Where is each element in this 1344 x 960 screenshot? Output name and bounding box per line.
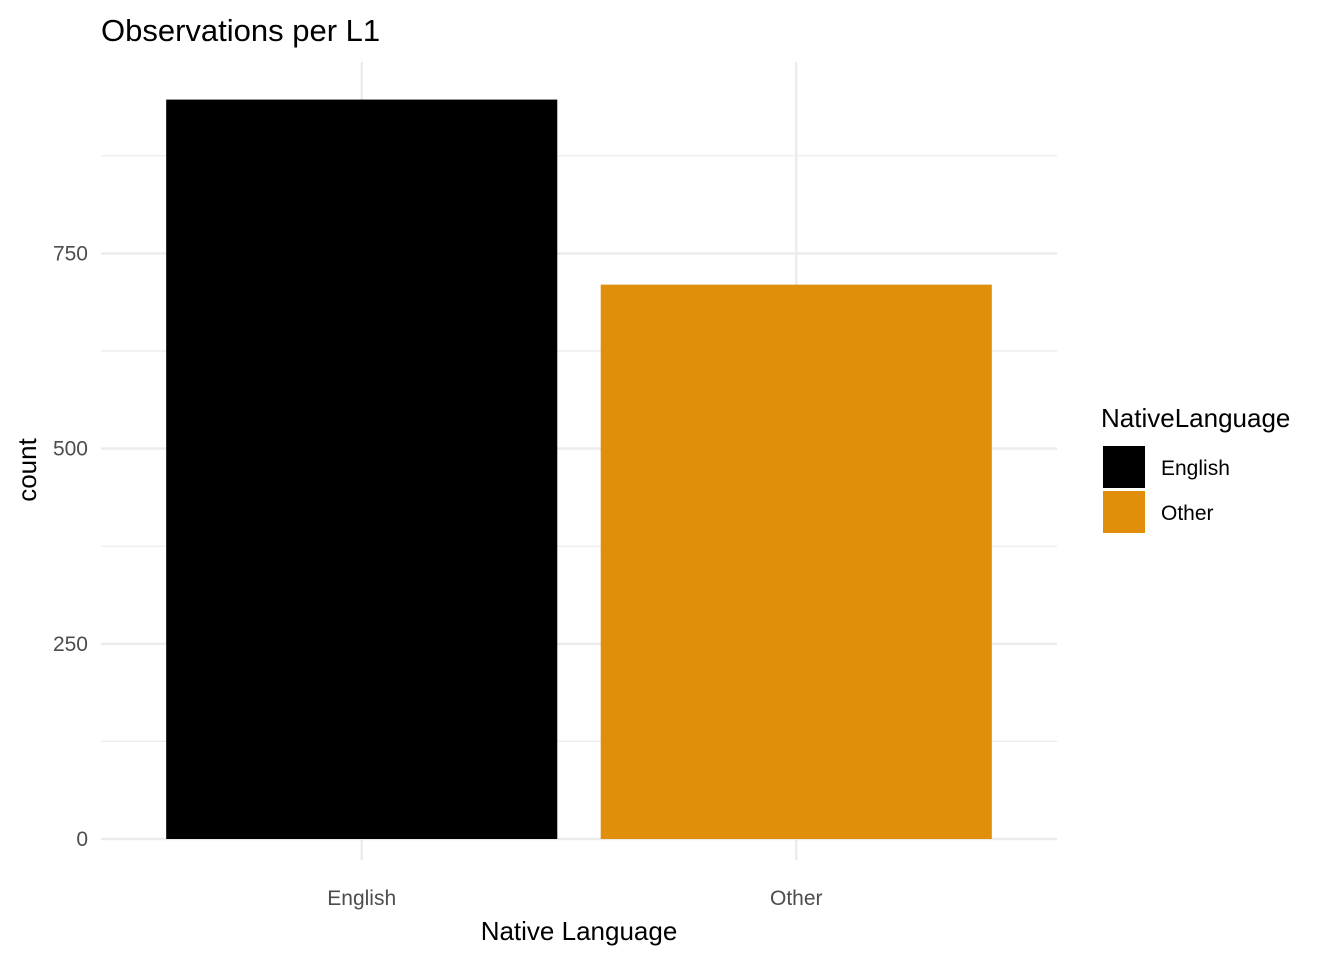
legend-entries: English Other [1103, 446, 1230, 533]
legend: NativeLanguage English Other [1101, 403, 1290, 533]
legend-title: NativeLanguage [1101, 403, 1290, 433]
y-axis-title: count [12, 437, 42, 501]
legend-key-other [1103, 491, 1145, 533]
legend-label-english: English [1161, 457, 1230, 480]
y-axis-ticks: 0 250 500 750 [53, 242, 88, 851]
y-tick-label: 0 [76, 828, 88, 851]
legend-label-other: Other [1161, 502, 1214, 525]
bar-english [166, 99, 558, 839]
y-tick-label: 750 [53, 242, 88, 265]
legend-key-english [1103, 446, 1145, 488]
bars [166, 99, 992, 840]
chart-title: Observations per L1 [101, 13, 380, 48]
y-tick-label: 250 [53, 633, 88, 656]
x-axis-title: Native Language [481, 916, 678, 946]
x-tick-label: English [327, 887, 396, 910]
x-tick-label: Other [770, 887, 823, 910]
bar-other [600, 284, 992, 840]
y-tick-label: 500 [53, 438, 88, 461]
x-axis-ticks: English Other [327, 887, 822, 910]
